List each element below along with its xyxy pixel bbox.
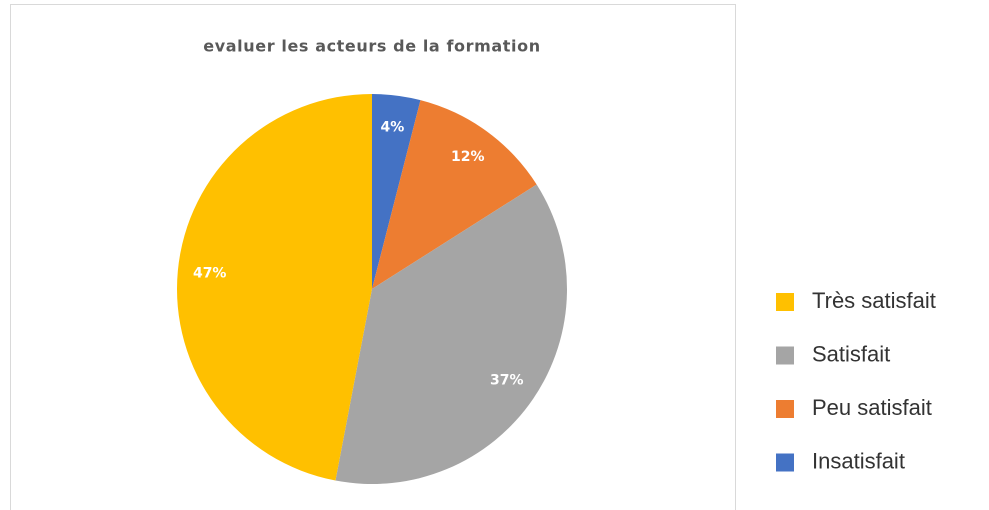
legend-swatch (776, 400, 794, 418)
pie-slice (335, 184, 567, 484)
legend-label: Satisfait (812, 341, 890, 366)
data-label: 47% (193, 266, 227, 282)
data-label: 12% (451, 149, 485, 165)
chart-title: evaluer les acteurs de la formation (203, 37, 540, 56)
data-label: 4% (381, 119, 405, 135)
legend-swatch (776, 293, 794, 311)
pie-slice (176, 94, 372, 481)
legend-swatch (776, 453, 794, 472)
pie-slice (372, 100, 537, 289)
legend-label: Très satisfait (812, 288, 936, 313)
legend-label: Insatisfait (812, 448, 905, 473)
legend-label: Peu satisfait (812, 395, 932, 420)
pie-slice (372, 94, 421, 289)
data-label: 37% (490, 373, 524, 389)
legend-swatch (776, 346, 794, 365)
